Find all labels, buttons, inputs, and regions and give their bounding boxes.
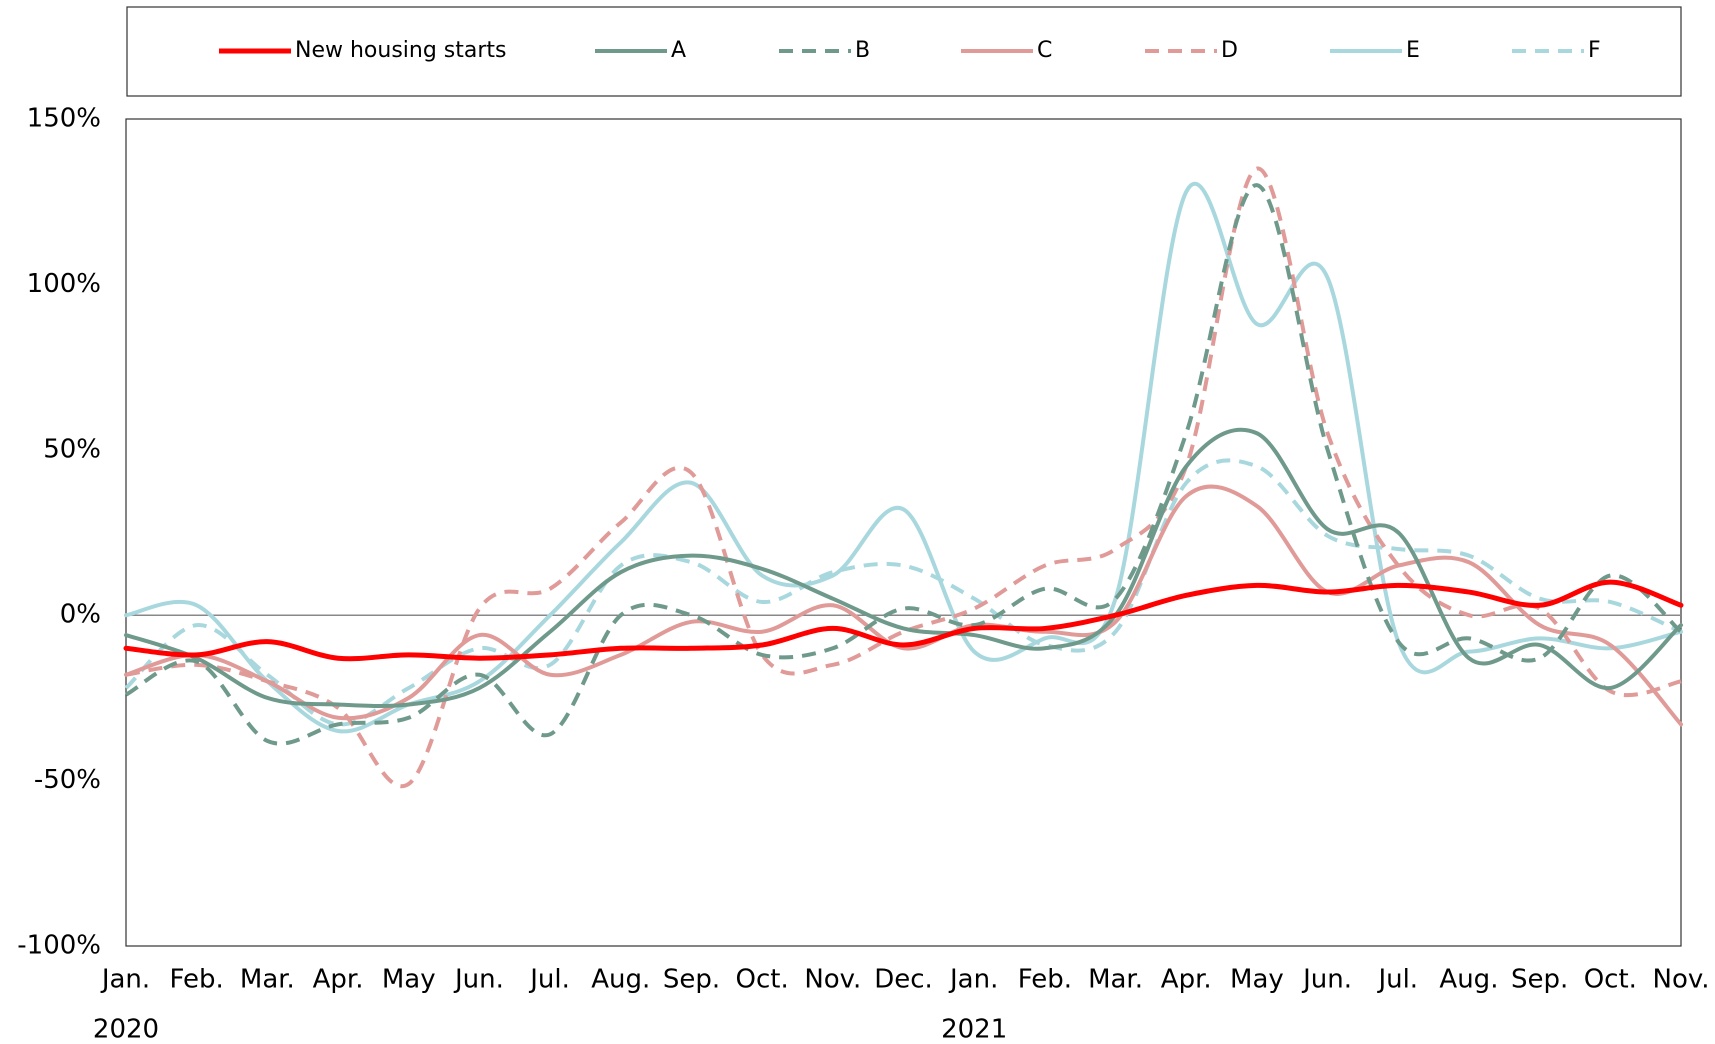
- legend-box: [126, 6, 1682, 97]
- x-tick-label: Aug.: [591, 965, 650, 995]
- year-label: 2020: [93, 1015, 159, 1041]
- x-tick-label: Apr.: [1161, 965, 1212, 995]
- x-tick-label: May: [382, 965, 436, 995]
- x-tick-label: Sep.: [663, 965, 720, 995]
- x-tick-label: Jan.: [948, 965, 998, 995]
- x-tick-label: Jul.: [1376, 965, 1418, 995]
- series-line: [124, 484, 1683, 727]
- plot-frame: [125, 118, 1682, 947]
- legend-label: F: [1588, 38, 1601, 63]
- y-tick-label: 150%: [27, 104, 101, 134]
- x-tick-label: Jun.: [453, 965, 504, 995]
- series-line: [125, 183, 1683, 746]
- legend-label: New housing starts: [295, 38, 507, 63]
- x-tick-label: Mar.: [240, 965, 295, 995]
- legend-label: C: [1037, 38, 1052, 63]
- x-tick-label: Nov.: [1653, 965, 1710, 995]
- y-tick-label: 50%: [43, 434, 101, 464]
- x-tick-label: Feb.: [1018, 965, 1072, 995]
- x-tick-label: May: [1230, 965, 1284, 995]
- y-tick-label: -100%: [17, 931, 101, 961]
- x-tick-label: Jan.: [100, 965, 150, 995]
- legend-label: D: [1221, 38, 1238, 63]
- series-line: [124, 427, 1683, 709]
- legend-label: E: [1406, 38, 1420, 63]
- x-tick-label: Oct.: [736, 965, 789, 995]
- x-tick-label: Oct.: [1584, 965, 1637, 995]
- x-tick-label: Jun.: [1301, 965, 1352, 995]
- x-tick-label: Nov.: [804, 965, 861, 995]
- series-line: [124, 458, 1682, 727]
- series-line: [123, 579, 1684, 662]
- x-tick-label: Sep.: [1511, 965, 1568, 995]
- x-tick-label: Mar.: [1088, 965, 1143, 995]
- legend-label: A: [671, 38, 686, 63]
- legend-label: B: [855, 38, 870, 63]
- year-label: 2021: [941, 1015, 1007, 1041]
- y-tick-label: 0%: [60, 600, 101, 630]
- x-tick-label: Jul.: [528, 965, 570, 995]
- y-tick-label: -50%: [34, 765, 101, 795]
- x-tick-label: Aug.: [1439, 965, 1498, 995]
- x-tick-label: Dec.: [874, 965, 933, 995]
- series-line: [125, 166, 1682, 789]
- x-tick-label: Apr.: [313, 965, 364, 995]
- y-tick-label: 100%: [27, 269, 101, 299]
- series-line: [124, 181, 1683, 734]
- x-tick-label: Feb.: [170, 965, 224, 995]
